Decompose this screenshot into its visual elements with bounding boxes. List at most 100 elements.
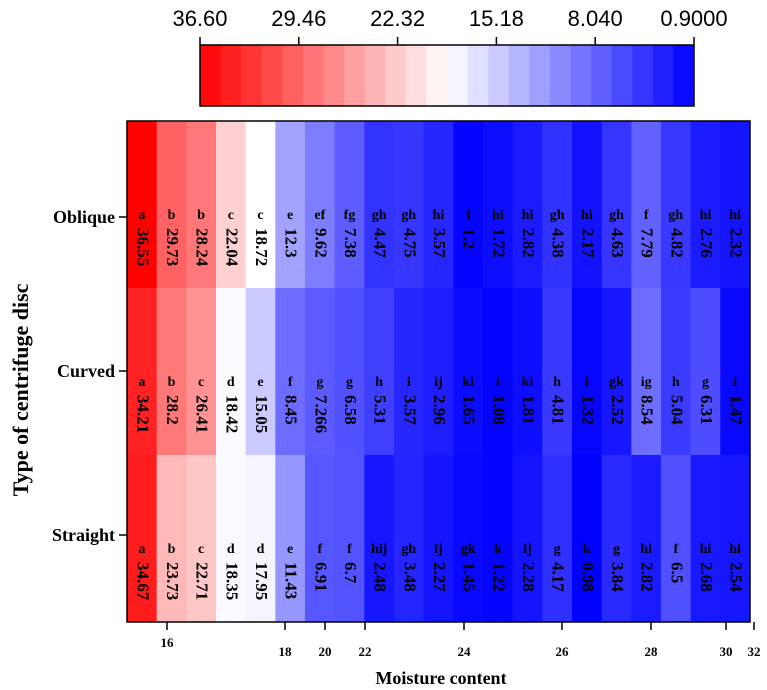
- significance-letter: f: [317, 542, 322, 557]
- colorbar-segment: [302, 45, 324, 106]
- heatmap-cell: [216, 288, 247, 456]
- significance-letter: i: [733, 375, 737, 390]
- heatmap-cell: [542, 455, 573, 623]
- cell-value-label: 36.55: [133, 228, 152, 266]
- colorbar-segment: [200, 45, 221, 106]
- x-tick-label: 18: [279, 644, 293, 659]
- cell-value-label: 0.98: [578, 562, 597, 592]
- cell-value-label: 2.28: [519, 562, 538, 592]
- colorbar-segment: [549, 45, 571, 106]
- cell-value-label: 8.45: [282, 395, 301, 425]
- significance-letter: f: [644, 208, 649, 223]
- cell-value-label: 5.04: [667, 395, 686, 425]
- colorbar-segment: [673, 45, 695, 106]
- significance-letter: hi: [700, 208, 712, 223]
- heatmap-cell: [305, 455, 336, 623]
- heatmap-cell: [483, 288, 514, 456]
- cell-value-label: 6.5: [667, 562, 686, 583]
- colorbar-segment: [323, 45, 345, 106]
- significance-letter: hi: [492, 208, 504, 223]
- cell-value-label: 1.47: [727, 395, 746, 425]
- cell-value-label: 28.2: [163, 395, 182, 425]
- heatmap-cell: [216, 455, 247, 623]
- x-axis-label: Moisture content: [375, 668, 506, 688]
- heatmap-cell: [216, 121, 247, 289]
- significance-letter: e: [287, 208, 293, 223]
- axes: Oblique Curved Straight 16 18 20 22 24 26 28 30 32: [52, 120, 761, 659]
- cell-value-label: 2.68: [697, 562, 716, 592]
- y-tick-label: Oblique: [53, 207, 115, 227]
- heatmap-cell: [156, 121, 187, 289]
- cell-value-label: 2.32: [727, 228, 746, 258]
- colorbar-segment: [632, 45, 654, 106]
- significance-letter: ki: [462, 375, 474, 390]
- significance-letter: hi: [729, 208, 741, 223]
- colorbar-segment: [570, 45, 592, 106]
- colorbar-segment: [467, 45, 489, 106]
- significance-letter: b: [168, 208, 176, 223]
- x-tick-label: 24: [458, 644, 472, 659]
- colorbar-segment: [405, 45, 427, 106]
- heatmap-cell: [275, 121, 306, 289]
- colorbar-segment: [652, 45, 674, 106]
- x-tick-label: 16: [161, 635, 175, 650]
- cell-value-label: 6.58: [341, 395, 360, 425]
- significance-letter: e: [257, 375, 263, 390]
- colorbar-segment: [385, 45, 407, 106]
- cell-value-label: 5.31: [371, 395, 390, 425]
- heatmap-cell: [394, 288, 425, 456]
- heatmap-cell: [512, 121, 543, 289]
- heatmap-cell: [275, 288, 306, 456]
- x-tick-label: 22: [359, 644, 372, 659]
- x-tick-label: 26: [556, 644, 570, 659]
- cell-value-label: 18.35: [222, 562, 241, 600]
- cell-value-label: 2.96: [430, 395, 449, 425]
- significance-letter: i: [466, 208, 470, 223]
- heatmap-cell: [720, 121, 751, 289]
- significance-letter: hi: [640, 542, 652, 557]
- colorbar-segment: [529, 45, 551, 106]
- heatmap-cell: [156, 455, 187, 623]
- colorbar: 36.60 29.46 22.32 15.18 8.040 0.9000: [172, 6, 728, 107]
- significance-letter: c: [228, 208, 234, 223]
- significance-letter: f: [288, 375, 293, 390]
- significance-letter: ig: [641, 375, 652, 390]
- significance-letter: hi: [581, 208, 593, 223]
- significance-letter: ij: [434, 375, 443, 390]
- significance-letter: d: [227, 542, 235, 557]
- colorbar-segment: [611, 45, 633, 106]
- heatmap-cell: [661, 455, 692, 623]
- cell-value-label: 3.57: [430, 228, 449, 258]
- y-tick-label: Curved: [57, 361, 115, 381]
- colorbar-segment: [344, 45, 366, 106]
- significance-letter: i: [407, 375, 411, 390]
- colorbar-tick-label: 29.46: [271, 6, 326, 31]
- cell-value-label: 1.08: [489, 395, 508, 425]
- colorbar-segment: [261, 45, 283, 106]
- significance-letter: a: [138, 208, 145, 223]
- heatmap-cell: [305, 121, 336, 289]
- heatmap-cell: [186, 121, 217, 289]
- cell-value-label: 1.45: [460, 562, 479, 592]
- cell-value-label: 2.48: [371, 562, 390, 592]
- significance-letter: b: [197, 208, 205, 223]
- significance-letter: ij: [523, 542, 532, 557]
- x-tick-label: 32: [748, 644, 761, 659]
- heatmap-cell: [186, 288, 217, 456]
- heatmap-cell: [453, 288, 484, 456]
- cell-value-label: 1.65: [460, 395, 479, 425]
- cell-value-label: 18.72: [252, 228, 271, 266]
- heatmap-cell: [394, 121, 425, 289]
- heatmap-cell: [127, 455, 158, 623]
- heatmap-cell: [334, 288, 365, 456]
- colorbar-tick-label: 36.60: [172, 6, 227, 31]
- heatmap-cell: [601, 288, 632, 456]
- heatmap-cell: [245, 455, 276, 623]
- significance-letter: hi: [522, 208, 534, 223]
- heatmap-cell: [601, 121, 632, 289]
- significance-letter: k: [494, 542, 502, 557]
- heatmap-cell: [127, 121, 158, 289]
- heatmap-cell: [305, 288, 336, 456]
- colorbar-segment: [508, 45, 530, 106]
